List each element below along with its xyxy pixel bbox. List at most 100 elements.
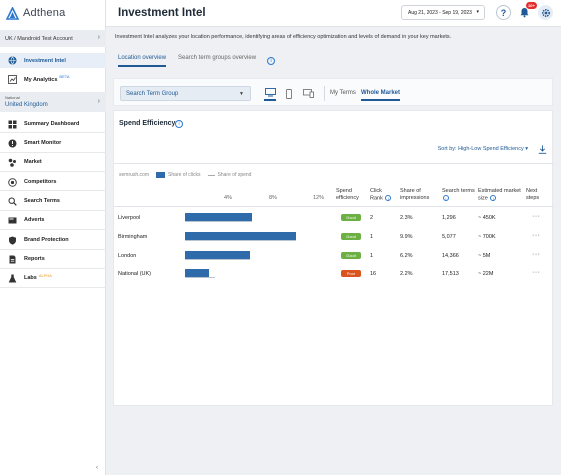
- date-range-value: Aug 21, 2023 - Sep 19, 2023: [408, 9, 472, 16]
- market-selector-label: National: [5, 95, 20, 100]
- info-icon[interactable]: i: [175, 120, 183, 128]
- shield-icon: [8, 236, 17, 245]
- info-icon[interactable]: i: [267, 57, 275, 65]
- sidebar-item-label: Summary Dashboard: [24, 121, 80, 127]
- header-market-size: Estimated market size i: [478, 188, 524, 202]
- axis-tick-label: 8%: [269, 195, 277, 201]
- efficiency-badge: Good: [341, 252, 361, 259]
- location-name: London: [118, 253, 137, 259]
- location-name: Birmingham: [118, 234, 148, 240]
- all-devices-button[interactable]: [302, 86, 314, 101]
- sidebar-item-competitors[interactable]: Competitors: [0, 175, 106, 189]
- divider: [114, 163, 554, 164]
- notification-badge: 10+: [526, 2, 537, 9]
- info-icon[interactable]: i: [385, 195, 392, 201]
- more-actions-icon[interactable]: ···: [532, 251, 541, 258]
- search-terms-count: 17,513: [442, 271, 459, 277]
- sidebar-item-label: Competitors: [24, 179, 57, 185]
- share-of-clicks-bar: [185, 251, 250, 259]
- legend-swatch-clicks: [156, 172, 166, 178]
- header-share-impressions: Share of impressions: [400, 188, 430, 201]
- table-row[interactable]: National (UK) Poor 16 2.2% 17,513 ~ 22M ···: [114, 265, 554, 284]
- sidebar-item-label: Labs: [24, 275, 37, 281]
- sidebar-item-reports[interactable]: Reports: [0, 252, 106, 266]
- brand-logo[interactable]: Adthena: [6, 5, 65, 21]
- account-selector[interactable]: UK / Mandroid Test Account ›: [0, 30, 106, 47]
- sort-label: Sort by: High-Low Spend Efficiency: [437, 146, 524, 152]
- bell-icon: [520, 8, 529, 18]
- divider: [0, 268, 106, 269]
- more-actions-icon[interactable]: ···: [532, 269, 541, 276]
- alpha-tag: ALPHA: [38, 272, 52, 278]
- divider: [114, 206, 554, 207]
- sidebar-item-summary-dashboard[interactable]: Summary Dashboard: [0, 117, 106, 131]
- sidebar-item-labs[interactable]: Labs ALPHA: [0, 271, 106, 285]
- intro-text: Investment Intel analyzes your location …: [115, 34, 452, 40]
- chevron-down-icon: ▾: [476, 9, 479, 15]
- sidebar-item-brand-protection[interactable]: Brand Protection: [0, 233, 106, 247]
- gear-icon: [541, 8, 550, 17]
- tab-search-term-groups-overview[interactable]: Search term groups overview: [178, 55, 257, 61]
- tab-my-terms[interactable]: My Terms: [330, 90, 356, 96]
- desktop-device-button[interactable]: [264, 86, 276, 101]
- efficiency-badge: Poor: [341, 270, 361, 277]
- settings-button[interactable]: [538, 5, 553, 20]
- search-terms-count: 1,296: [442, 215, 456, 221]
- device-toggle: [264, 86, 314, 101]
- share-of-clicks-bar: [185, 232, 296, 240]
- axis-tick-label: 4%: [224, 195, 232, 201]
- sidebar-item-investment-intel[interactable]: Investment Intel: [0, 53, 106, 68]
- mobile-device-button[interactable]: [283, 86, 295, 101]
- info-icon[interactable]: i: [443, 195, 449, 201]
- help-button[interactable]: ?: [496, 5, 511, 20]
- market-selector[interactable]: National United Kingdom ›: [0, 92, 106, 112]
- labs-icon: [8, 274, 17, 283]
- table-row[interactable]: Liverpool Good 2 2.3% 1,296 ~ 450K ···: [114, 209, 554, 228]
- header-spend-efficiency: Spend efficiency: [336, 188, 359, 201]
- sidebar-item-market[interactable]: Market: [0, 155, 106, 169]
- help-icon: ?: [500, 7, 507, 18]
- download-icon[interactable]: [538, 145, 547, 154]
- divider: [0, 171, 106, 172]
- sidebar-item-smart-monitor[interactable]: Smart Monitor: [0, 136, 106, 150]
- tab-whole-market[interactable]: Whole Market: [361, 90, 401, 101]
- sidebar-item-label: Brand Protection: [24, 237, 69, 243]
- top-bar: Investment Intel Aug 21, 2023 - Sep 19, …: [106, 0, 561, 27]
- beta-tag: BETA: [59, 74, 70, 79]
- sidebar-item-label: My Analytics: [24, 76, 58, 83]
- reports-icon: [8, 255, 17, 264]
- header-search-terms: Search terms i: [442, 188, 476, 202]
- date-range-picker[interactable]: Aug 21, 2023 - Sep 19, 2023 ▾: [401, 5, 485, 20]
- search-term-group-select[interactable]: Search Term Group ▼: [120, 86, 251, 101]
- sidebar-item-my-analytics[interactable]: My Analytics BETA: [0, 72, 106, 87]
- mobile-icon: [286, 88, 292, 99]
- header-click-rank-label: Click Rank: [370, 188, 383, 202]
- efficiency-badge: Good: [341, 214, 361, 221]
- info-icon[interactable]: i: [490, 195, 497, 201]
- notifications-button[interactable]: [517, 5, 532, 20]
- analytics-icon: [8, 75, 17, 84]
- sidebar-item-search-terms[interactable]: Search Terms: [0, 194, 106, 208]
- more-actions-icon[interactable]: ···: [532, 232, 541, 239]
- divider: [0, 152, 106, 153]
- share-of-impressions: 9.9%: [400, 234, 413, 240]
- sort-dropdown[interactable]: Sort by: High-Low Spend Efficiency ▾: [437, 146, 528, 152]
- collapse-sidebar-icon[interactable]: ‹: [96, 465, 98, 471]
- legend-swatch-spend: [207, 174, 215, 176]
- adverts-icon: [8, 216, 17, 225]
- market-icon: [8, 158, 17, 167]
- efficiency-badge: Good: [341, 233, 361, 240]
- legend-label-spend: Share of spend: [217, 172, 252, 178]
- filter-bar: Search Term Group ▼ My Terms Whole Marke…: [113, 78, 553, 106]
- table-row[interactable]: London Good 1 6.2% 14,366 ~ 5M ···: [114, 247, 554, 266]
- sidebar-item-adverts[interactable]: Adverts: [0, 213, 106, 227]
- estimated-market-size: ~ 22M: [478, 271, 494, 277]
- share-of-clicks-bar: [185, 269, 209, 277]
- tab-location-overview[interactable]: Location overview: [118, 55, 167, 67]
- more-actions-icon[interactable]: ···: [532, 213, 541, 220]
- header-next-steps: Next steps: [526, 188, 540, 201]
- divider: [0, 287, 106, 288]
- divider: [0, 229, 106, 230]
- share-of-spend-bar: [185, 277, 216, 278]
- table-row[interactable]: Birmingham Good 1 9.9% 5,077 ~ 700K ···: [114, 228, 554, 247]
